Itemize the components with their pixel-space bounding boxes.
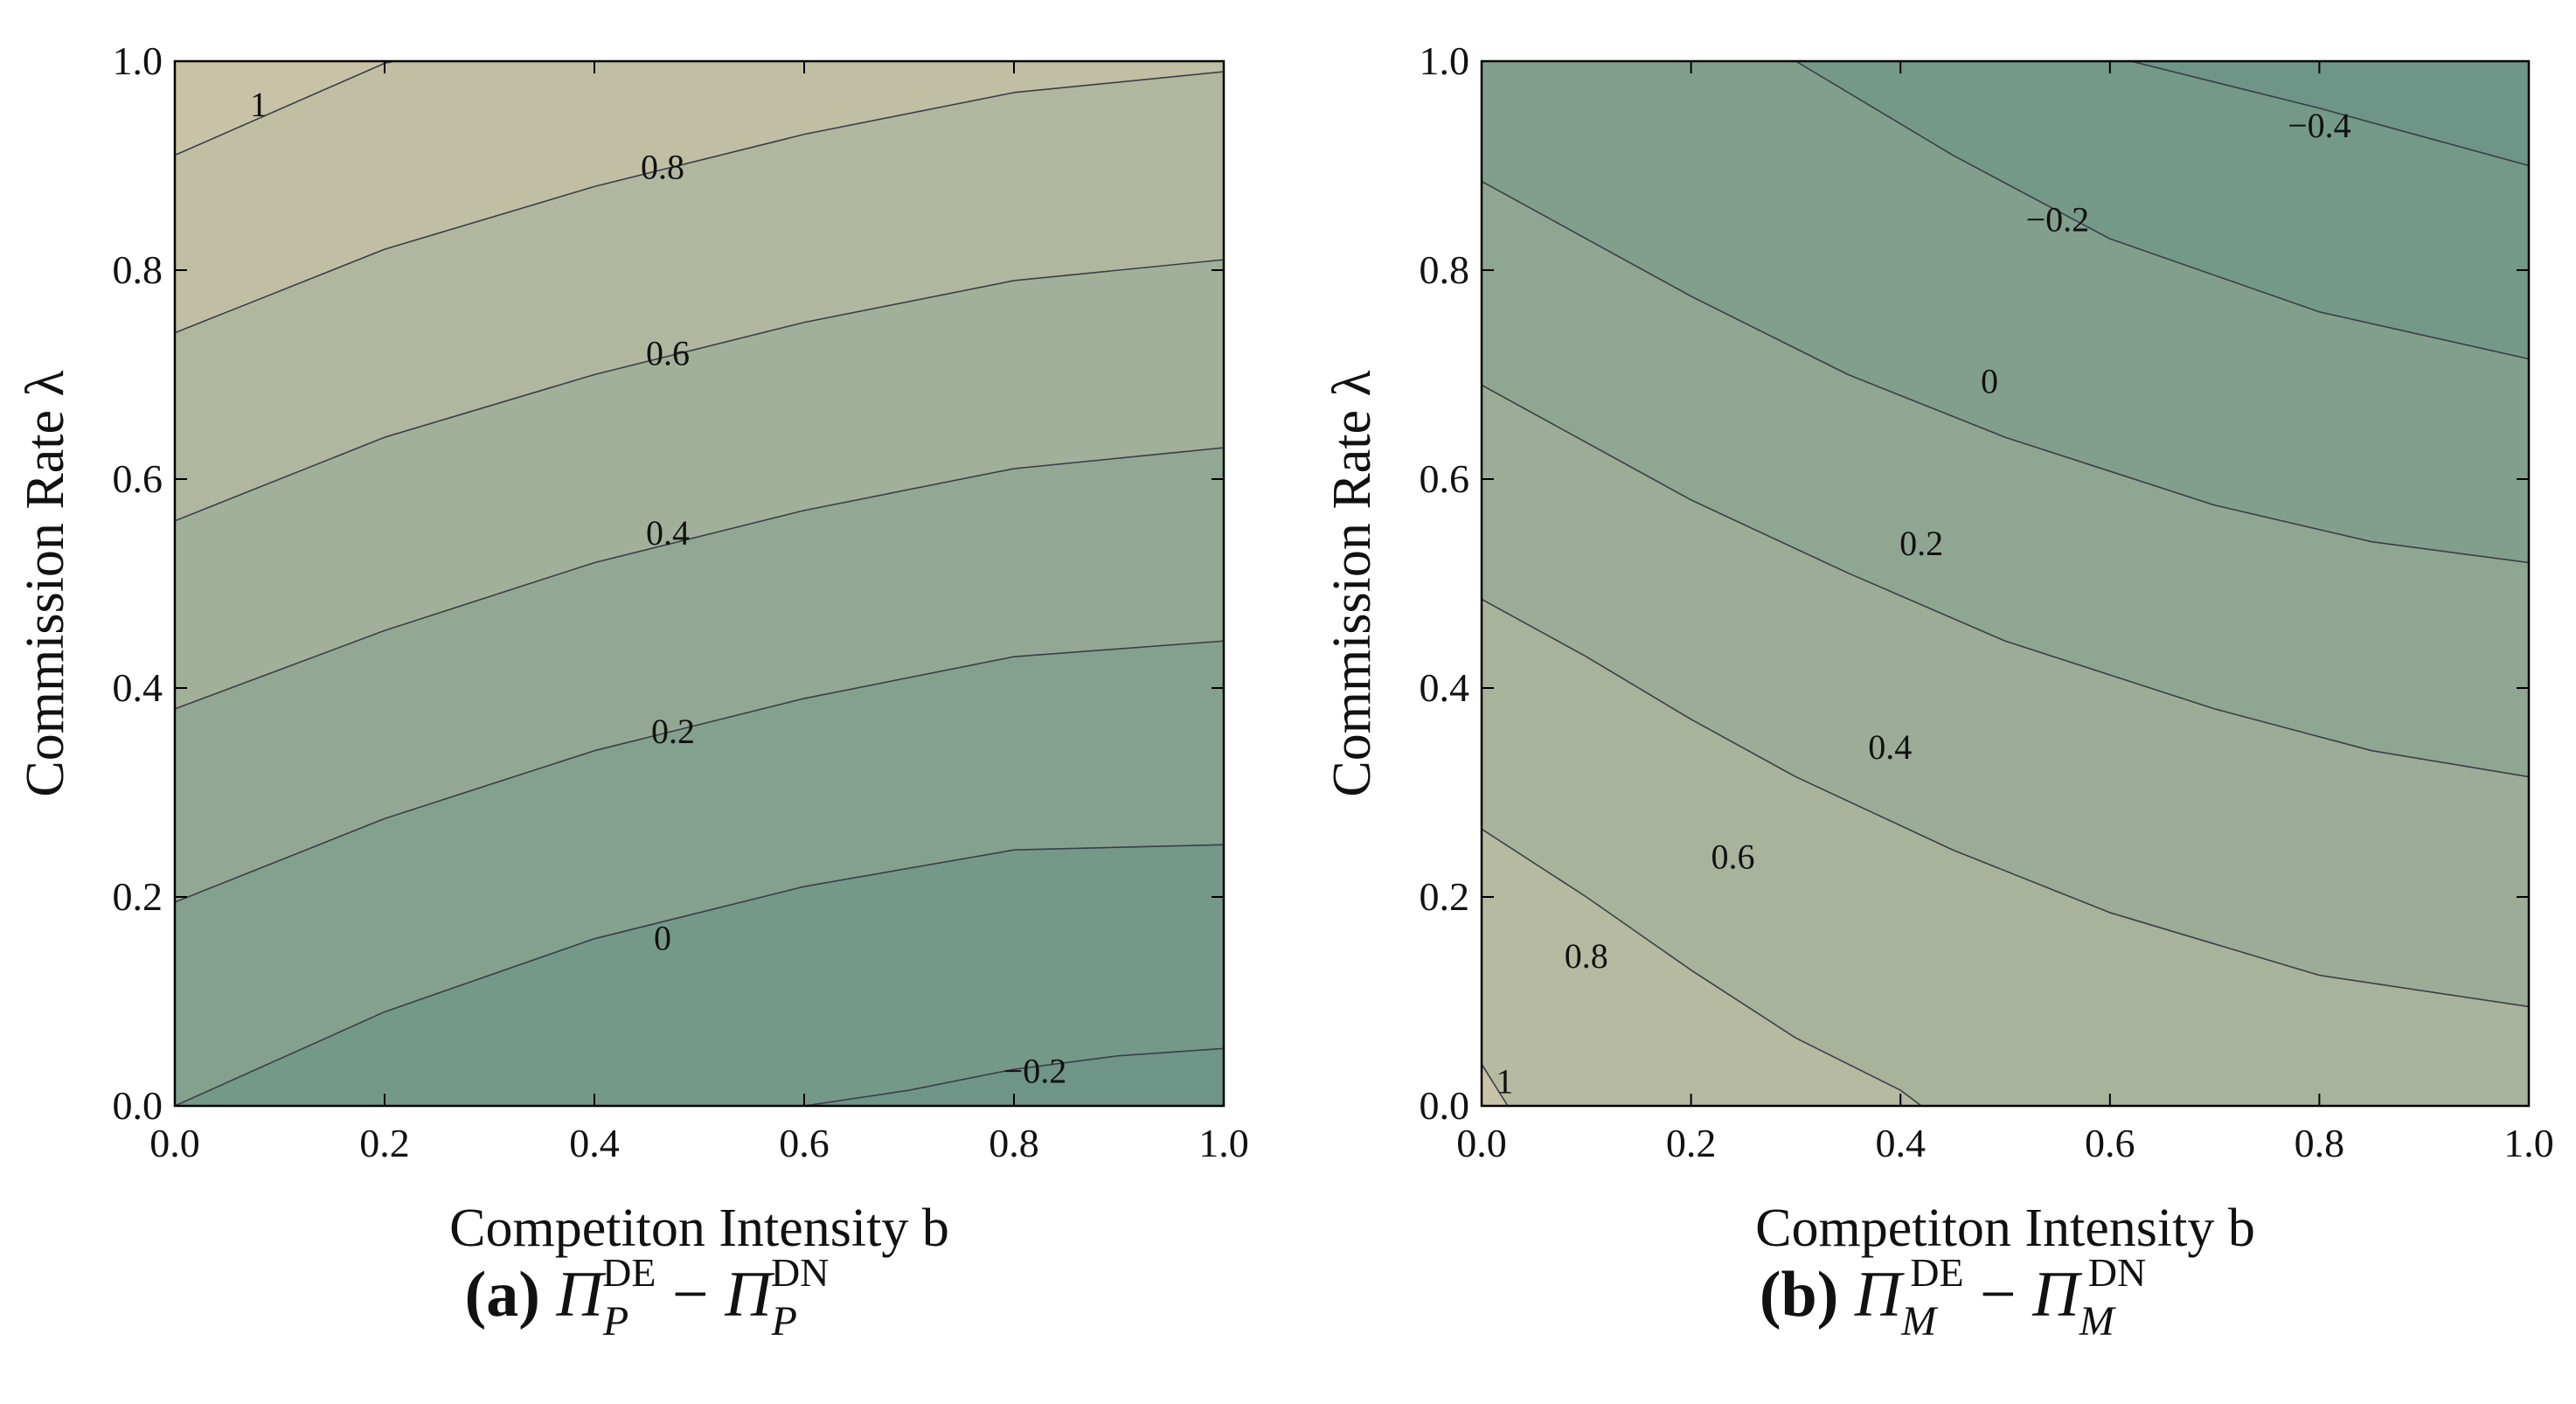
contour-line <box>175 447 1224 710</box>
contour-label: 0.8 <box>1565 936 1608 976</box>
caption-part: DN <box>2088 1250 2146 1295</box>
contour-label: −0.2 <box>1003 1051 1067 1090</box>
contour-label: 1 <box>250 85 267 124</box>
y-tick-label: 0.6 <box>1420 456 1470 501</box>
caption-part: (a) <box>465 1259 540 1331</box>
caption-part: (b) <box>1760 1259 1838 1331</box>
panel-caption: (b) ΠMDE − ΠMDN <box>1760 1250 2146 1345</box>
contour-line <box>1482 384 2529 778</box>
panel-a: 10.80.60.40.20−0.20.0 0.2 0.4 0.6 0.8 1.00.00… <box>16 38 1249 1345</box>
y-tick-label: 0.0 <box>1420 1083 1470 1128</box>
y-tick-label: 0.6 <box>113 456 163 501</box>
plot-frame <box>173 59 1226 1108</box>
contour-label: 0.2 <box>651 712 695 751</box>
y-tick-label: 0.0 <box>113 1083 163 1128</box>
contour-line <box>1482 1063 1509 1106</box>
contour-region <box>1482 829 1922 1106</box>
contour-label: 0.2 <box>1899 524 1943 563</box>
contour-label: −0.4 <box>2288 106 2351 145</box>
x-tick-label: 1.0 <box>2503 1121 2554 1165</box>
y-tick-label: 1.0 <box>1420 38 1470 83</box>
caption-part: − <box>1980 1259 2017 1331</box>
contour-region <box>175 61 395 156</box>
contour-region <box>1482 599 2529 1106</box>
caption-space <box>1964 1259 1981 1331</box>
contour-label: 1 <box>1496 1061 1513 1101</box>
contour-line <box>175 640 1224 903</box>
contour-label: 0.8 <box>641 148 684 187</box>
caption-part: DE <box>1910 1250 1963 1295</box>
caption-part: Π <box>1854 1259 1906 1331</box>
contour-label: 0.4 <box>646 513 690 553</box>
contour-label: 0.6 <box>646 333 690 372</box>
caption-part: − <box>672 1259 709 1331</box>
contour-line <box>175 844 1224 1106</box>
contour-label: 0 <box>1981 362 1998 401</box>
contour-line <box>1482 828 1922 1106</box>
x-tick-label: 0.2 <box>359 1121 410 1165</box>
caption-part: DN <box>771 1250 829 1295</box>
contour-line <box>2130 61 2529 167</box>
plot-frame <box>1480 59 2531 1108</box>
y-tick-label: 0.4 <box>113 665 163 710</box>
x-tick-label: 0.0 <box>149 1121 200 1165</box>
y-tick-label: 0.2 <box>113 874 163 919</box>
x-axis-title: Competiton Intensity b <box>1755 1199 2255 1258</box>
panel-b: −0.4−0.200.20.40.60.810.0 0.2 0.4 0.6 0.8 1.0… <box>1323 38 2554 1345</box>
y-tick-label: 0.8 <box>1420 247 1470 292</box>
contour-line <box>803 1047 1224 1106</box>
caption-part: M <box>1900 1298 1939 1345</box>
caption-space <box>1838 1259 1855 1331</box>
x-tick-label: 0.8 <box>989 1121 1039 1165</box>
caption-space <box>2017 1259 2033 1331</box>
caption-space <box>656 1259 672 1331</box>
caption-part: Π <box>555 1259 607 1331</box>
x-axis-title: Competiton Intensity b <box>449 1199 949 1258</box>
plot-area <box>175 61 1224 1106</box>
caption-part: Π <box>2031 1259 2083 1331</box>
caption-part: P <box>602 1298 628 1345</box>
caption-part: M <box>2079 1298 2117 1345</box>
contour-line <box>175 71 1224 334</box>
caption-part: P <box>771 1298 797 1345</box>
contour-label: 0 <box>654 919 671 958</box>
caption-space <box>709 1259 726 1331</box>
caption-space <box>540 1259 557 1331</box>
y-axis-title: Commission Rate λ <box>16 370 75 796</box>
caption-part: DE <box>602 1250 656 1295</box>
contour-line <box>1795 61 2529 360</box>
x-tick-label: 1.0 <box>1198 1121 1249 1165</box>
y-tick-label: 0.4 <box>1420 665 1470 710</box>
x-tick-label: 0.8 <box>2295 1121 2345 1165</box>
x-tick-label: 0.4 <box>1875 1121 1926 1165</box>
contour-line <box>175 259 1224 522</box>
y-tick-label: 0.8 <box>113 247 163 292</box>
contour-line <box>1482 180 2529 564</box>
plot-area <box>1482 61 2529 1106</box>
x-tick-label: 0.6 <box>2085 1121 2135 1165</box>
contour-label: 0.4 <box>1868 727 1912 767</box>
contour-region <box>175 61 1224 333</box>
contour-line <box>1482 598 2529 1008</box>
contour-label: −0.2 <box>2026 199 2090 239</box>
contour-label: 0.6 <box>1712 837 1755 876</box>
y-tick-label: 1.0 <box>113 38 163 83</box>
y-tick-label: 0.2 <box>1420 874 1470 919</box>
panel-caption: (a) ΠPDE − ΠPDN <box>465 1250 830 1345</box>
x-tick-label: 0.2 <box>1666 1121 1717 1165</box>
x-tick-label: 0.4 <box>569 1121 620 1165</box>
caption-part: Π <box>724 1259 775 1331</box>
x-tick-label: 0.0 <box>1456 1121 1507 1165</box>
x-tick-label: 0.6 <box>779 1121 830 1165</box>
y-axis-title: Commission Rate λ <box>1323 370 1382 796</box>
